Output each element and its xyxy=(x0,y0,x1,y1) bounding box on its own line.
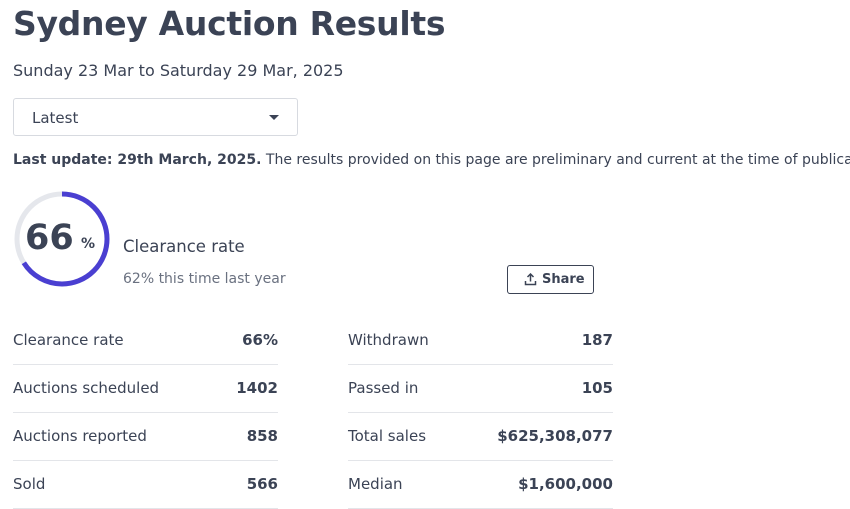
update-notice: Last update: 29th March, 2025. The resul… xyxy=(13,152,850,168)
stats-column-right: Withdrawn 187 Passed in 105 Total sales … xyxy=(348,317,613,509)
stat-value: 66% xyxy=(242,331,278,349)
gauge-progress-arc xyxy=(14,191,110,287)
stat-label: Withdrawn xyxy=(348,331,429,349)
stat-label: Auctions reported xyxy=(13,427,147,445)
stats-column-left: Clearance rate 66% Auctions scheduled 14… xyxy=(13,317,278,509)
stat-label: Median xyxy=(348,475,403,493)
gauge-unit: % xyxy=(81,236,96,252)
update-date: Last update: 29th March, 2025. xyxy=(13,152,262,168)
stat-value: 566 xyxy=(246,475,278,493)
stat-label: Total sales xyxy=(348,427,427,445)
gauge-label: Clearance rate xyxy=(123,237,245,256)
chevron-down-icon xyxy=(269,115,279,120)
stat-row: Sold 566 xyxy=(13,461,278,509)
stat-row: Auctions scheduled 1402 xyxy=(13,365,278,413)
stat-label: Sold xyxy=(13,475,46,493)
stat-row: Auctions reported 858 xyxy=(13,413,278,461)
period-select[interactable]: Latest xyxy=(13,98,298,136)
stat-label: Clearance rate xyxy=(13,331,124,349)
stat-row: Median $1,600,000 xyxy=(348,461,613,509)
stat-row: Clearance rate 66% xyxy=(13,317,278,365)
stat-value: $1,600,000 xyxy=(518,475,613,493)
update-disclaimer: The results provided on this page are pr… xyxy=(261,152,850,168)
stat-value: 1402 xyxy=(236,379,278,397)
stat-value: $625,308,077 xyxy=(497,427,613,445)
share-label: Share xyxy=(542,272,585,287)
date-range: Sunday 23 Mar to Saturday 29 Mar, 2025 xyxy=(13,61,344,80)
stat-label: Passed in xyxy=(348,379,419,397)
period-select-value: Latest xyxy=(32,109,79,127)
stat-label: Auctions scheduled xyxy=(13,379,160,397)
last-year-comparison: 62% this time last year xyxy=(123,271,286,287)
share-upload-icon xyxy=(524,273,537,286)
stat-row: Total sales $625,308,077 xyxy=(348,413,613,461)
clearance-gauge xyxy=(14,191,110,287)
stat-row: Withdrawn 187 xyxy=(348,317,613,365)
stat-value: 187 xyxy=(581,331,613,349)
stat-row: Passed in 105 xyxy=(348,365,613,413)
share-button[interactable]: Share xyxy=(507,265,594,294)
page-title: Sydney Auction Results xyxy=(13,4,446,43)
gauge-value: 66 xyxy=(25,218,74,258)
stat-value: 105 xyxy=(581,379,613,397)
stat-value: 858 xyxy=(246,427,278,445)
